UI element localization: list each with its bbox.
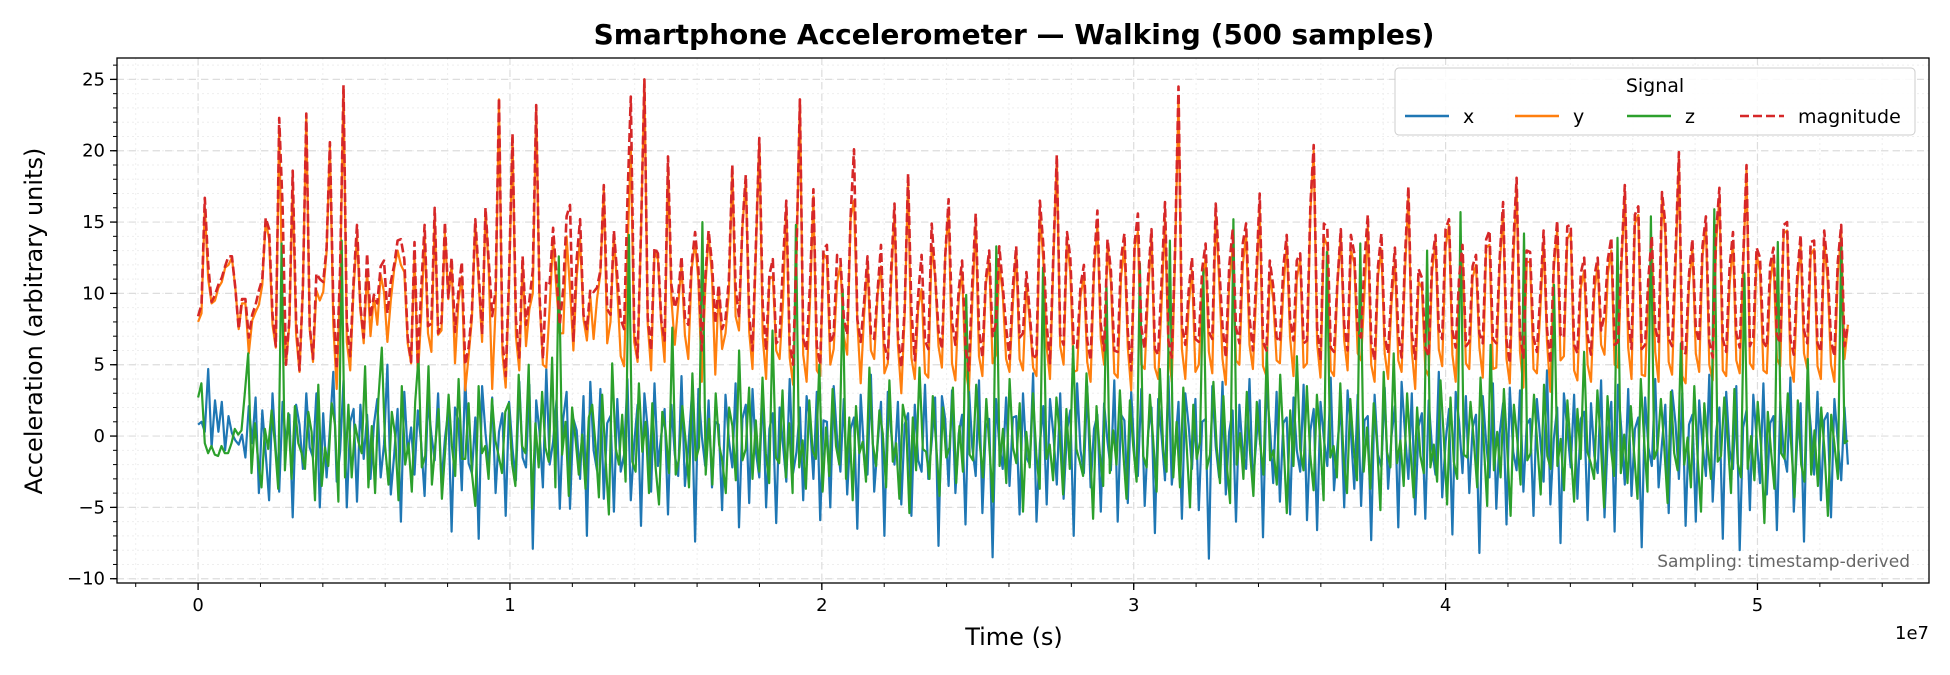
y-tick-label: 20	[82, 141, 105, 162]
series-line-z	[197, 208, 1849, 525]
series-line-magnitude	[196, 78, 1850, 378]
legend: Signal x y z magnitude	[1394, 67, 1916, 136]
y-tick-label: −5	[78, 497, 105, 518]
axis-ticks: 0 1 2 3 4 5 −10 −5 0 5 10 15 20 25	[67, 64, 1883, 616]
series-line-x	[197, 363, 1849, 560]
y-tick-label: 10	[82, 283, 105, 304]
x-tick-label: 4	[1440, 595, 1451, 616]
series-layer	[196, 78, 1850, 560]
legend-label-y: y	[1573, 106, 1584, 128]
y-tick-label: 5	[94, 355, 105, 376]
x-tick-label: 0	[192, 595, 203, 616]
y-tick-label: 0	[94, 426, 105, 447]
x-tick-label: 2	[816, 595, 827, 616]
legend-label-x: x	[1463, 106, 1474, 128]
y-tick-label: 15	[82, 212, 105, 233]
x-axis-title: Time (s)	[964, 623, 1063, 651]
legend-label-z: z	[1685, 106, 1695, 128]
y-tick-label: −10	[67, 569, 105, 590]
legend-title: Signal	[1626, 75, 1684, 97]
y-axis-title: Acceleration (arbitrary units)	[20, 148, 48, 495]
sampling-annotation: Sampling: timestamp-derived	[1657, 552, 1910, 572]
legend-box	[1394, 67, 1916, 136]
y-tick-label: 25	[82, 69, 105, 90]
x-tick-label: 5	[1752, 595, 1763, 616]
x-tick-label: 1	[504, 595, 515, 616]
plot-frame	[116, 57, 1930, 584]
legend-label-magnitude: magnitude	[1798, 106, 1901, 128]
chart-title: Smartphone Accelerometer — Walking (500 …	[594, 18, 1435, 51]
x-axis-offset-label: 1e7	[1895, 623, 1929, 644]
x-tick-label: 3	[1128, 595, 1139, 616]
